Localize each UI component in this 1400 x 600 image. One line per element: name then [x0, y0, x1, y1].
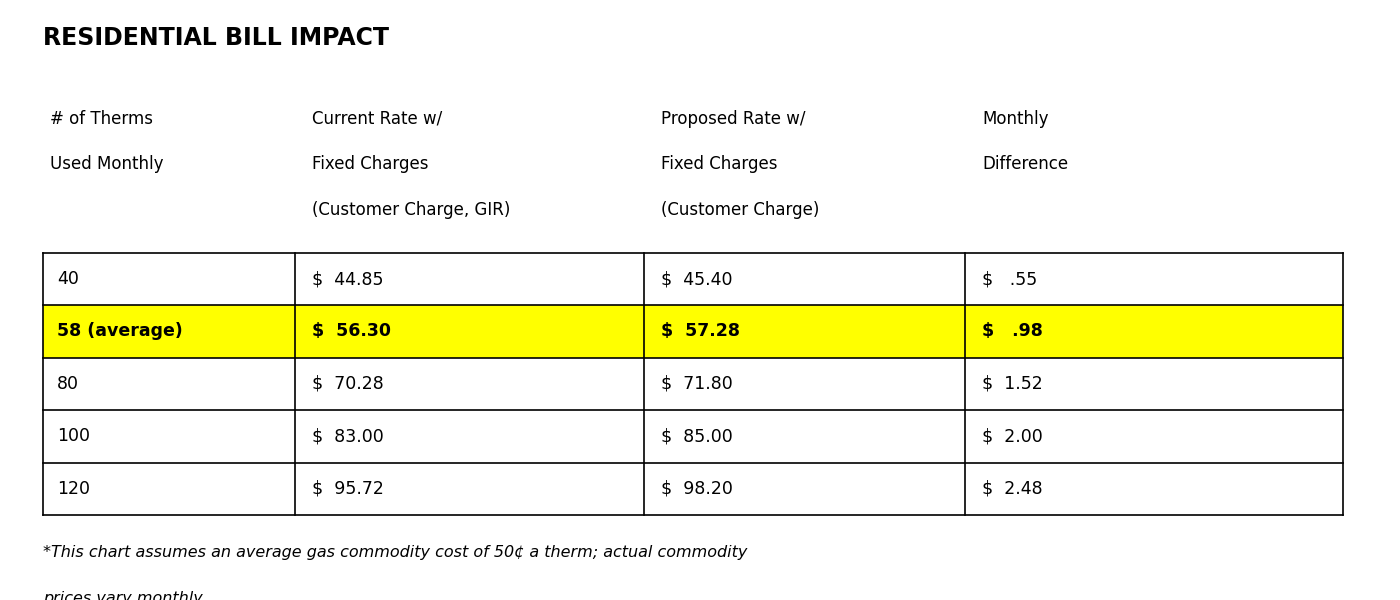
Text: $   .98: $ .98 [983, 322, 1043, 340]
Text: Difference: Difference [983, 155, 1068, 173]
Text: $  45.40: $ 45.40 [661, 270, 732, 288]
Text: 100: 100 [57, 427, 90, 445]
Text: 80: 80 [57, 375, 80, 393]
Text: 120: 120 [57, 480, 90, 498]
Text: RESIDENTIAL BILL IMPACT: RESIDENTIAL BILL IMPACT [43, 26, 389, 50]
Text: $  70.28: $ 70.28 [312, 375, 384, 393]
Text: Fixed Charges: Fixed Charges [312, 155, 428, 173]
Text: Monthly: Monthly [983, 110, 1049, 128]
Text: $  83.00: $ 83.00 [312, 427, 384, 445]
Text: $  1.52: $ 1.52 [983, 375, 1043, 393]
Text: (Customer Charge, GIR): (Customer Charge, GIR) [312, 202, 510, 220]
Text: # of Therms: # of Therms [50, 110, 153, 128]
Text: Used Monthly: Used Monthly [50, 155, 164, 173]
Text: Fixed Charges: Fixed Charges [661, 155, 777, 173]
Text: (Customer Charge): (Customer Charge) [661, 202, 819, 220]
Text: $  85.00: $ 85.00 [661, 427, 732, 445]
Text: prices vary monthly.: prices vary monthly. [43, 590, 207, 600]
Text: $  71.80: $ 71.80 [661, 375, 732, 393]
Text: $   .55: $ .55 [983, 270, 1037, 288]
Text: Current Rate w/: Current Rate w/ [312, 110, 442, 128]
Text: $  98.20: $ 98.20 [661, 480, 732, 498]
Text: $  56.30: $ 56.30 [312, 322, 391, 340]
Text: $  57.28: $ 57.28 [661, 322, 739, 340]
Text: Proposed Rate w/: Proposed Rate w/ [661, 110, 805, 128]
Text: $  44.85: $ 44.85 [312, 270, 384, 288]
Text: $  2.00: $ 2.00 [983, 427, 1043, 445]
Text: *This chart assumes an average gas commodity cost of 50¢ a therm; actual commodi: *This chart assumes an average gas commo… [43, 545, 748, 560]
Text: 58 (average): 58 (average) [57, 322, 183, 340]
Text: $  95.72: $ 95.72 [312, 480, 384, 498]
Text: 40: 40 [57, 270, 80, 288]
Text: $  2.48: $ 2.48 [983, 480, 1043, 498]
Bar [43, 305, 1343, 358]
